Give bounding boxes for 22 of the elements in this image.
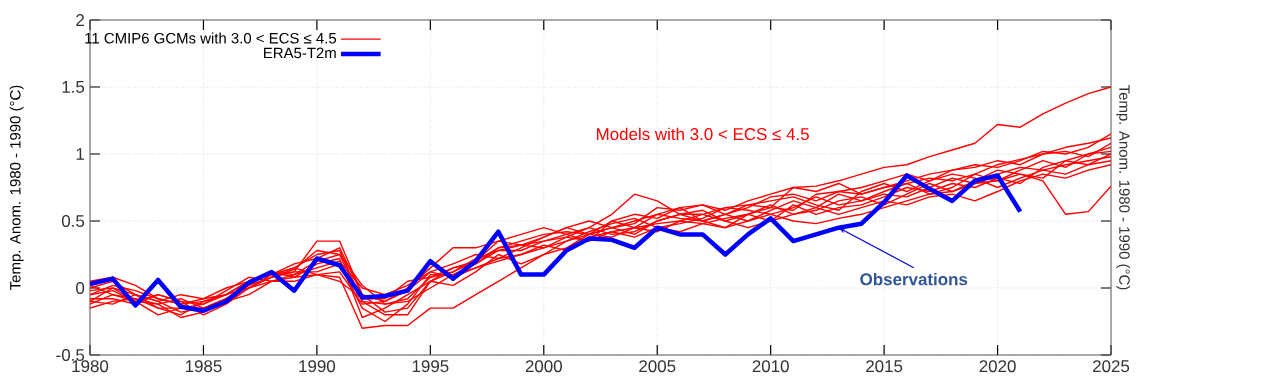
x-tick-label: 1985 [185, 360, 222, 373]
legend-label: 11 CMIP6 GCMs with 3.0 < ECS ≤ 4.5 [85, 32, 337, 44]
y-tick-label: 1.5 [62, 81, 85, 93]
x-tick-label: 2015 [866, 360, 903, 373]
annotation: Observations [860, 272, 968, 286]
x-tick-label: 1990 [299, 360, 336, 373]
y-axis-title: Temp. Anom. 1980 - 1990 (°C) [9, 85, 24, 290]
x-tick-label: 2020 [979, 360, 1016, 373]
x-tick-label: 2010 [752, 360, 789, 373]
y-tick-label: 0 [76, 282, 85, 294]
y-tick-label: -0.5 [56, 349, 85, 361]
x-tick-label: 2005 [639, 360, 676, 373]
y-tick-label: 0.5 [61, 215, 85, 227]
x-tick-label: 2000 [525, 360, 562, 373]
legend-label: ERA5-T2m [264, 47, 336, 59]
y2-axis-title: Temp. Anom. 1980 - 1990 (°C) [1116, 85, 1131, 290]
x-tick-label: 1995 [412, 360, 449, 373]
annotation: Models with 3.0 < ECS ≤ 4.5 [596, 127, 809, 141]
y-tick-label: 1 [76, 148, 84, 160]
x-tick-label: 1980 [72, 360, 109, 373]
x-tick-label: 2025 [1093, 360, 1130, 373]
y-tick-label: 2 [76, 14, 84, 26]
